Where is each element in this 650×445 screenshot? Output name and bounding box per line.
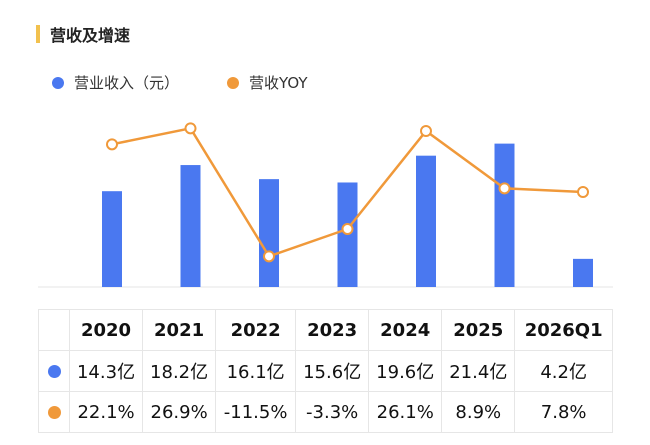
row-revenue-marker — [38, 350, 70, 392]
table-cell: 21.4亿 — [441, 350, 516, 392]
table-cell: 14.3亿 — [68, 350, 144, 392]
chart-title: 营收及增速 — [50, 26, 131, 45]
table-header-cell: 2020 — [68, 309, 144, 351]
table-cell: 26.1% — [368, 391, 443, 433]
legend-revenue-label: 营业收入（元） — [74, 74, 180, 92]
revenue-dot-icon — [47, 365, 61, 378]
legend-yoy-label: 营收YOY — [249, 74, 308, 92]
yoy-point — [184, 122, 197, 135]
revenue-bar — [259, 179, 279, 287]
revenue-bar — [102, 191, 122, 287]
table-cell: 19.6亿 — [368, 350, 443, 392]
chart-plot — [38, 122, 613, 288]
table-header-cell: 2024 — [368, 309, 443, 351]
table-header-cell: 2022 — [215, 309, 297, 351]
legend-yoy-dot — [227, 76, 240, 89]
table-cell: 22.1% — [68, 391, 144, 433]
yoy-point — [263, 250, 275, 263]
table-row-yoy: 22.1% 26.9% -11.5% -3.3% 26.1% 8.9% 7.8% — [38, 391, 613, 433]
table-cell: 18.2亿 — [142, 350, 217, 392]
data-table: 2020 2021 2022 2023 2024 2025 2026Q1 14.… — [38, 309, 613, 433]
table-cell: 15.6亿 — [295, 350, 370, 392]
legend: 营业收入（元） 营收YOY — [52, 72, 356, 93]
yoy-point — [420, 125, 432, 137]
table-cell: 4.2亿 — [514, 350, 613, 392]
yoy-dot-icon — [47, 406, 61, 419]
revenue-bar — [180, 165, 201, 287]
table-cell: -3.3% — [295, 391, 370, 433]
table-cell: 7.8% — [514, 391, 613, 433]
title-accent-bar — [36, 25, 40, 43]
table-header-cell: 2021 — [142, 309, 217, 351]
row-yoy-marker — [38, 391, 70, 433]
table-header-cell: 2023 — [295, 309, 370, 351]
table-cell: 26.9% — [142, 391, 217, 433]
legend-item-yoy: 营收YOY — [227, 72, 308, 93]
table-header-cell: 2025 — [441, 309, 516, 351]
yoy-point — [577, 186, 589, 198]
table-row-revenue: 14.3亿 18.2亿 16.1亿 15.6亿 19.6亿 21.4亿 4.2亿 — [38, 350, 613, 392]
table-header-cell: 2026Q1 — [514, 309, 613, 351]
table-cell: -11.5% — [215, 391, 297, 433]
revenue-bar — [573, 258, 593, 287]
revenue-bar — [494, 143, 515, 287]
yoy-point — [106, 138, 118, 151]
table-header-blank — [38, 309, 70, 351]
yoy-point — [498, 182, 511, 195]
legend-revenue-dot — [52, 76, 64, 89]
legend-item-revenue: 营业收入（元） — [52, 72, 179, 93]
table-cell: 8.9% — [441, 391, 516, 433]
table-header-row: 2020 2021 2022 2023 2024 2025 2026Q1 — [38, 309, 613, 351]
revenue-bar — [416, 155, 436, 287]
table-cell: 16.1亿 — [215, 350, 297, 392]
yoy-point — [341, 223, 354, 235]
